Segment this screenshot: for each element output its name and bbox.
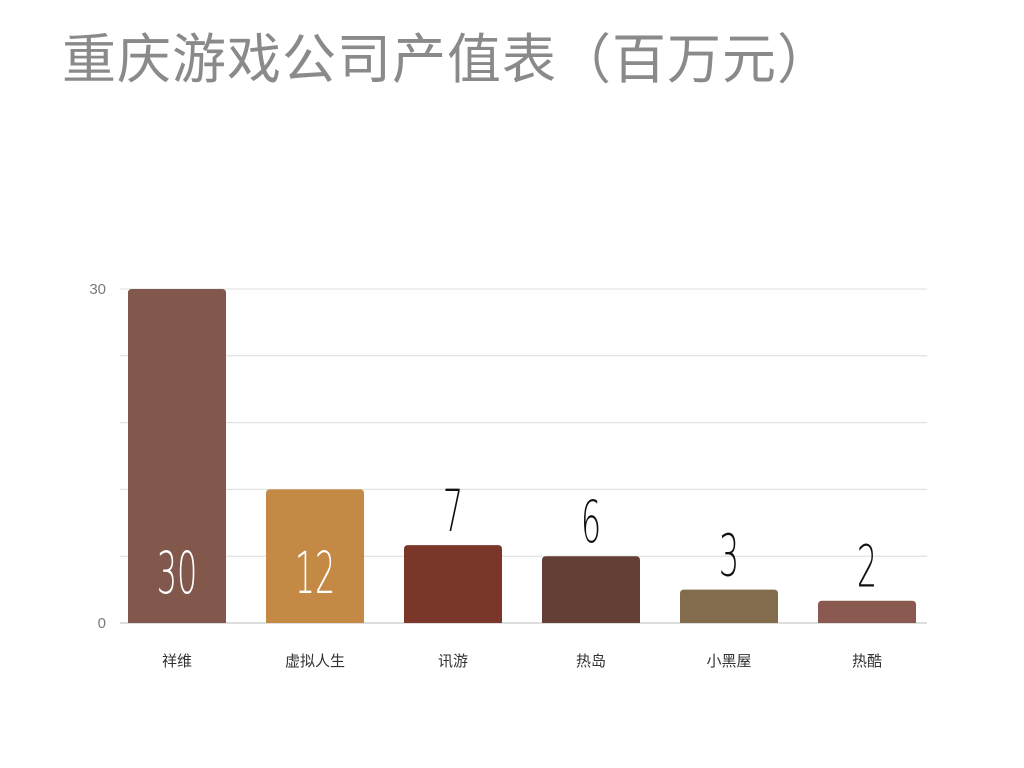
value-label: 12 (295, 541, 336, 608)
gridlines (120, 288, 927, 624)
category-label: 热岛 (576, 652, 606, 670)
category-label: 热酷 (852, 652, 882, 670)
value-label: 30 (157, 541, 198, 608)
bar-5 (680, 589, 778, 623)
bar-3 (404, 545, 502, 623)
y-axis-ticks: 0 30 (89, 281, 106, 632)
value-labels: 30 12 7 6 3 2 (157, 479, 877, 608)
value-label: 6 (581, 490, 601, 557)
y-tick-label: 30 (89, 281, 106, 298)
bar-2 (266, 489, 364, 623)
value-label: 3 (719, 524, 739, 591)
chart-title: 重庆游戏公司产值表（百万元） (62, 28, 832, 91)
value-label: 7 (443, 479, 463, 546)
category-labels: 祥维 虚拟人生 讯游 热岛 小黑屋 热酷 (162, 652, 882, 670)
bar-1 (128, 289, 226, 623)
bar-6 (818, 600, 916, 623)
category-label: 讯游 (438, 652, 468, 670)
category-label: 虚拟人生 (285, 652, 345, 670)
category-label: 小黑屋 (706, 652, 751, 670)
bar-4 (542, 556, 640, 623)
bars (128, 289, 916, 623)
value-label: 2 (857, 535, 877, 602)
category-label: 祥维 (162, 652, 192, 670)
y-tick-label: 0 (98, 615, 106, 632)
